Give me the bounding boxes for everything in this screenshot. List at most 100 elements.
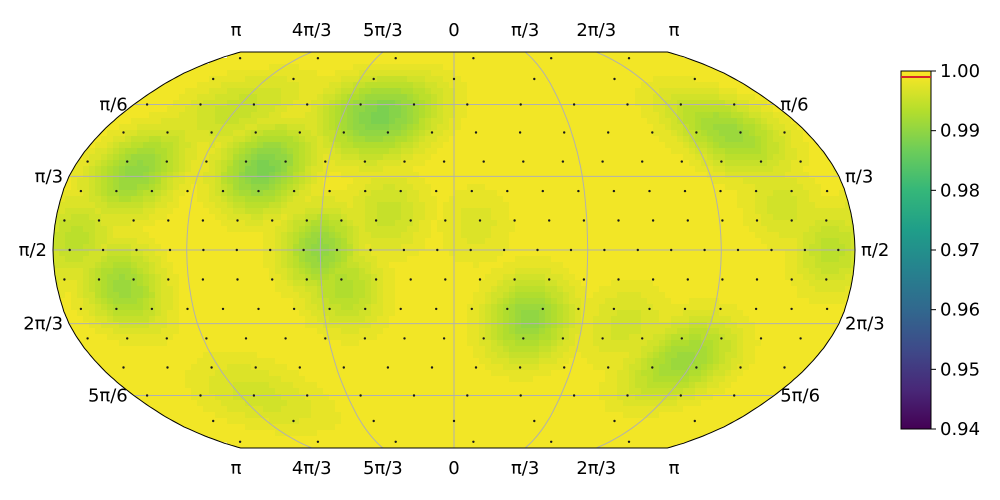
heatmap-cell bbox=[509, 58, 516, 65]
heatmap-cell bbox=[365, 100, 372, 107]
heatmap-cell bbox=[269, 238, 276, 245]
heatmap-cell bbox=[257, 154, 264, 161]
heatmap-cell bbox=[689, 106, 696, 113]
heatmap-cell bbox=[839, 244, 846, 251]
heatmap-cell bbox=[767, 190, 774, 197]
heatmap-cell bbox=[329, 280, 336, 287]
heatmap-cell bbox=[359, 220, 366, 227]
heatmap-cell bbox=[383, 286, 390, 293]
heatmap-cell bbox=[503, 136, 510, 143]
heatmap-cell bbox=[533, 220, 540, 227]
heatmap-cell bbox=[221, 142, 228, 149]
heatmap-cell bbox=[383, 106, 390, 113]
heatmap-cell bbox=[731, 130, 738, 137]
heatmap-cell bbox=[149, 238, 156, 245]
heatmap-cell bbox=[533, 52, 540, 59]
heatmap-cell bbox=[335, 286, 342, 293]
heatmap-cell bbox=[749, 154, 756, 161]
heatmap-cell bbox=[695, 202, 702, 209]
heatmap-cell bbox=[689, 184, 696, 191]
heatmap-cell bbox=[179, 172, 186, 179]
heatmap-cell bbox=[113, 166, 120, 173]
heatmap-cell bbox=[263, 106, 270, 113]
heatmap-cell bbox=[695, 220, 702, 227]
heatmap-cell bbox=[683, 196, 690, 203]
heatmap-cell bbox=[803, 256, 810, 263]
heatmap-cell bbox=[545, 232, 552, 239]
heatmap-cell bbox=[245, 82, 252, 89]
heatmap-cell bbox=[461, 130, 468, 137]
heatmap-cell bbox=[665, 226, 672, 233]
heatmap-cell bbox=[671, 226, 678, 233]
heatmap-cell bbox=[197, 82, 204, 89]
heatmap-cell bbox=[749, 178, 756, 185]
heatmap-cell bbox=[191, 226, 198, 233]
heatmap-cell bbox=[119, 292, 126, 299]
heatmap-cell bbox=[803, 238, 810, 245]
heatmap-cell bbox=[431, 214, 438, 221]
heatmap-cell bbox=[665, 70, 672, 77]
heatmap-cell bbox=[353, 88, 360, 95]
heatmap-cell bbox=[695, 178, 702, 185]
heatmap-cell bbox=[287, 232, 294, 239]
heatmap-cell bbox=[185, 226, 192, 233]
heatmap-cell bbox=[341, 178, 348, 185]
heatmap-cell bbox=[287, 292, 294, 299]
heatmap-cell bbox=[533, 154, 540, 161]
heatmap-cell bbox=[617, 118, 624, 125]
heatmap-cell bbox=[773, 274, 780, 281]
heatmap-cell bbox=[677, 208, 684, 215]
heatmap-cell bbox=[251, 178, 258, 185]
heatmap-cell bbox=[401, 220, 408, 227]
heatmap-cell bbox=[89, 226, 96, 233]
heatmap-cell bbox=[467, 148, 474, 155]
heatmap-cell bbox=[803, 130, 810, 137]
heatmap-cell bbox=[395, 244, 402, 251]
heatmap-cell bbox=[221, 196, 228, 203]
heatmap-cell bbox=[377, 244, 384, 251]
heatmap-cell bbox=[353, 214, 360, 221]
heatmap-cell bbox=[653, 280, 660, 287]
heatmap-cell bbox=[281, 130, 288, 137]
heatmap-cell bbox=[275, 142, 282, 149]
heatmap-cell bbox=[491, 262, 498, 269]
heatmap-cell bbox=[557, 196, 564, 203]
heatmap-cell bbox=[101, 274, 108, 281]
heatmap-cell bbox=[101, 148, 108, 155]
heatmap-cell bbox=[317, 70, 324, 77]
heatmap-cell bbox=[467, 238, 474, 245]
heatmap-cell bbox=[587, 106, 594, 113]
heatmap-cell bbox=[533, 106, 540, 113]
heatmap-cell bbox=[647, 94, 654, 101]
heatmap-cell bbox=[527, 292, 534, 299]
heatmap-cell bbox=[491, 64, 498, 71]
heatmap-cell bbox=[629, 136, 636, 143]
heatmap-cell bbox=[767, 262, 774, 269]
heatmap-cell bbox=[299, 82, 306, 89]
heatmap-cell bbox=[131, 280, 138, 287]
heatmap-cell bbox=[371, 190, 378, 197]
heatmap-cell bbox=[713, 166, 720, 173]
heatmap-cell bbox=[761, 280, 768, 287]
heatmap-cell bbox=[719, 130, 726, 137]
heatmap-cell bbox=[179, 220, 186, 227]
heatmap-cell bbox=[425, 118, 432, 125]
heatmap-cell bbox=[395, 166, 402, 173]
heatmap-cell bbox=[461, 178, 468, 185]
heatmap-cell bbox=[761, 190, 768, 197]
heatmap-cell bbox=[833, 178, 840, 185]
heatmap-cell bbox=[827, 238, 834, 245]
heatmap-cell bbox=[221, 64, 228, 71]
heatmap-cell bbox=[191, 190, 198, 197]
heatmap-cell bbox=[833, 256, 840, 263]
heatmap-cell bbox=[557, 118, 564, 125]
heatmap-cell bbox=[251, 208, 258, 215]
heatmap-cell bbox=[251, 154, 258, 161]
heatmap-cell bbox=[77, 286, 84, 293]
heatmap-cell bbox=[659, 148, 666, 155]
heatmap-cell bbox=[635, 202, 642, 209]
heatmap-cell bbox=[563, 208, 570, 215]
heatmap-cell bbox=[839, 220, 846, 227]
heatmap-cell bbox=[491, 238, 498, 245]
heatmap-cell bbox=[161, 202, 168, 209]
